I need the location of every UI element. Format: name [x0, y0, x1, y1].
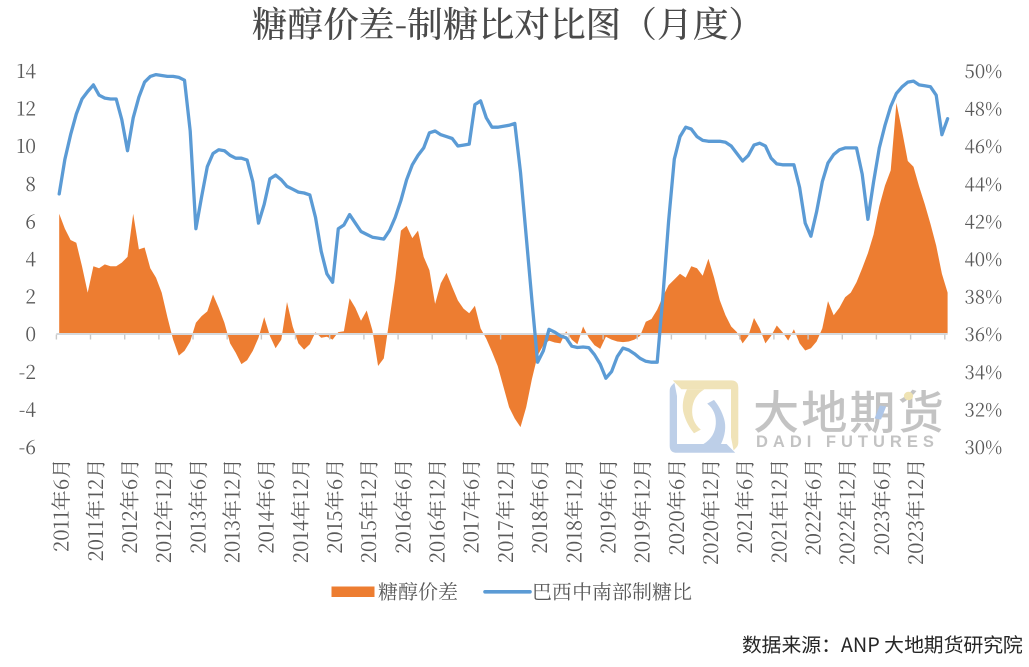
svg-text:2021年12月: 2021年12月 — [763, 459, 792, 564]
svg-text:46%: 46% — [965, 133, 1003, 159]
svg-text:2021年6月: 2021年6月 — [729, 459, 758, 554]
svg-text:0: 0 — [25, 320, 36, 347]
svg-text:2013年6月: 2013年6月 — [182, 459, 211, 554]
svg-text:2020年6月: 2020年6月 — [661, 459, 690, 556]
svg-text:8: 8 — [25, 170, 36, 197]
svg-text:2017年6月: 2017年6月 — [456, 459, 485, 554]
svg-text:10: 10 — [16, 132, 36, 159]
svg-text:2023年12月: 2023年12月 — [900, 459, 929, 566]
svg-text:糖醇价差-制糖比对比图（月度）: 糖醇价差-制糖比对比图（月度） — [252, 0, 764, 48]
svg-text:巴西中南部制糖比: 巴西中南部制糖比 — [532, 576, 692, 605]
svg-text:6: 6 — [25, 207, 36, 234]
svg-text:12: 12 — [16, 95, 36, 122]
svg-text:2022年12月: 2022年12月 — [832, 459, 861, 566]
svg-text:2018年12月: 2018年12月 — [558, 459, 587, 564]
svg-text:数据来源：ANP 大地期货研究院: 数据来源：ANP 大地期货研究院 — [742, 629, 1023, 658]
svg-text:34%: 34% — [965, 359, 1003, 385]
svg-text:4: 4 — [25, 245, 36, 272]
svg-text:2019年12月: 2019年12月 — [627, 459, 656, 564]
svg-text:42%: 42% — [965, 208, 1003, 234]
svg-text:50%: 50% — [965, 58, 1003, 84]
svg-text:2019年6月: 2019年6月 — [592, 459, 621, 554]
svg-text:2018年6月: 2018年6月 — [524, 459, 553, 554]
svg-text:32%: 32% — [965, 396, 1003, 422]
svg-text:14: 14 — [16, 57, 36, 84]
svg-text:2014年6月: 2014年6月 — [251, 459, 280, 554]
svg-text:30%: 30% — [965, 434, 1003, 460]
svg-text:-4: -4 — [19, 395, 37, 422]
svg-text:2013年12月: 2013年12月 — [217, 459, 246, 564]
svg-text:大地期货: 大地期货 — [753, 377, 946, 443]
svg-text:2022年6月: 2022年6月 — [797, 459, 826, 556]
svg-text:-6: -6 — [19, 433, 36, 460]
svg-text:2012年6月: 2012年6月 — [114, 459, 143, 554]
svg-text:糖醇价差: 糖醇价差 — [378, 576, 458, 605]
svg-text:2017年12月: 2017年12月 — [490, 459, 519, 564]
svg-text:2014年12月: 2014年12月 — [285, 459, 314, 564]
svg-text:-2: -2 — [19, 358, 36, 385]
svg-text:2011年12月: 2011年12月 — [80, 459, 109, 562]
svg-text:2: 2 — [25, 283, 36, 310]
svg-text:48%: 48% — [965, 96, 1003, 122]
svg-text:36%: 36% — [965, 321, 1003, 347]
svg-text:2012年12月: 2012年12月 — [148, 459, 177, 564]
svg-text:2020年12月: 2020年12月 — [695, 459, 724, 566]
svg-text:2016年6月: 2016年6月 — [387, 459, 416, 554]
svg-text:2016年12月: 2016年12月 — [422, 458, 451, 563]
svg-text:40%: 40% — [965, 246, 1003, 272]
svg-text:2015年12月: 2015年12月 — [353, 459, 382, 564]
svg-text:44%: 44% — [965, 171, 1003, 197]
svg-text:2015年6月: 2015年6月 — [319, 459, 348, 554]
svg-text:2023年6月: 2023年6月 — [866, 459, 895, 556]
svg-text:DADI FUTURES: DADI FUTURES — [756, 433, 939, 451]
svg-text:2011年6月: 2011年6月 — [46, 459, 75, 553]
svg-text:38%: 38% — [965, 284, 1003, 310]
